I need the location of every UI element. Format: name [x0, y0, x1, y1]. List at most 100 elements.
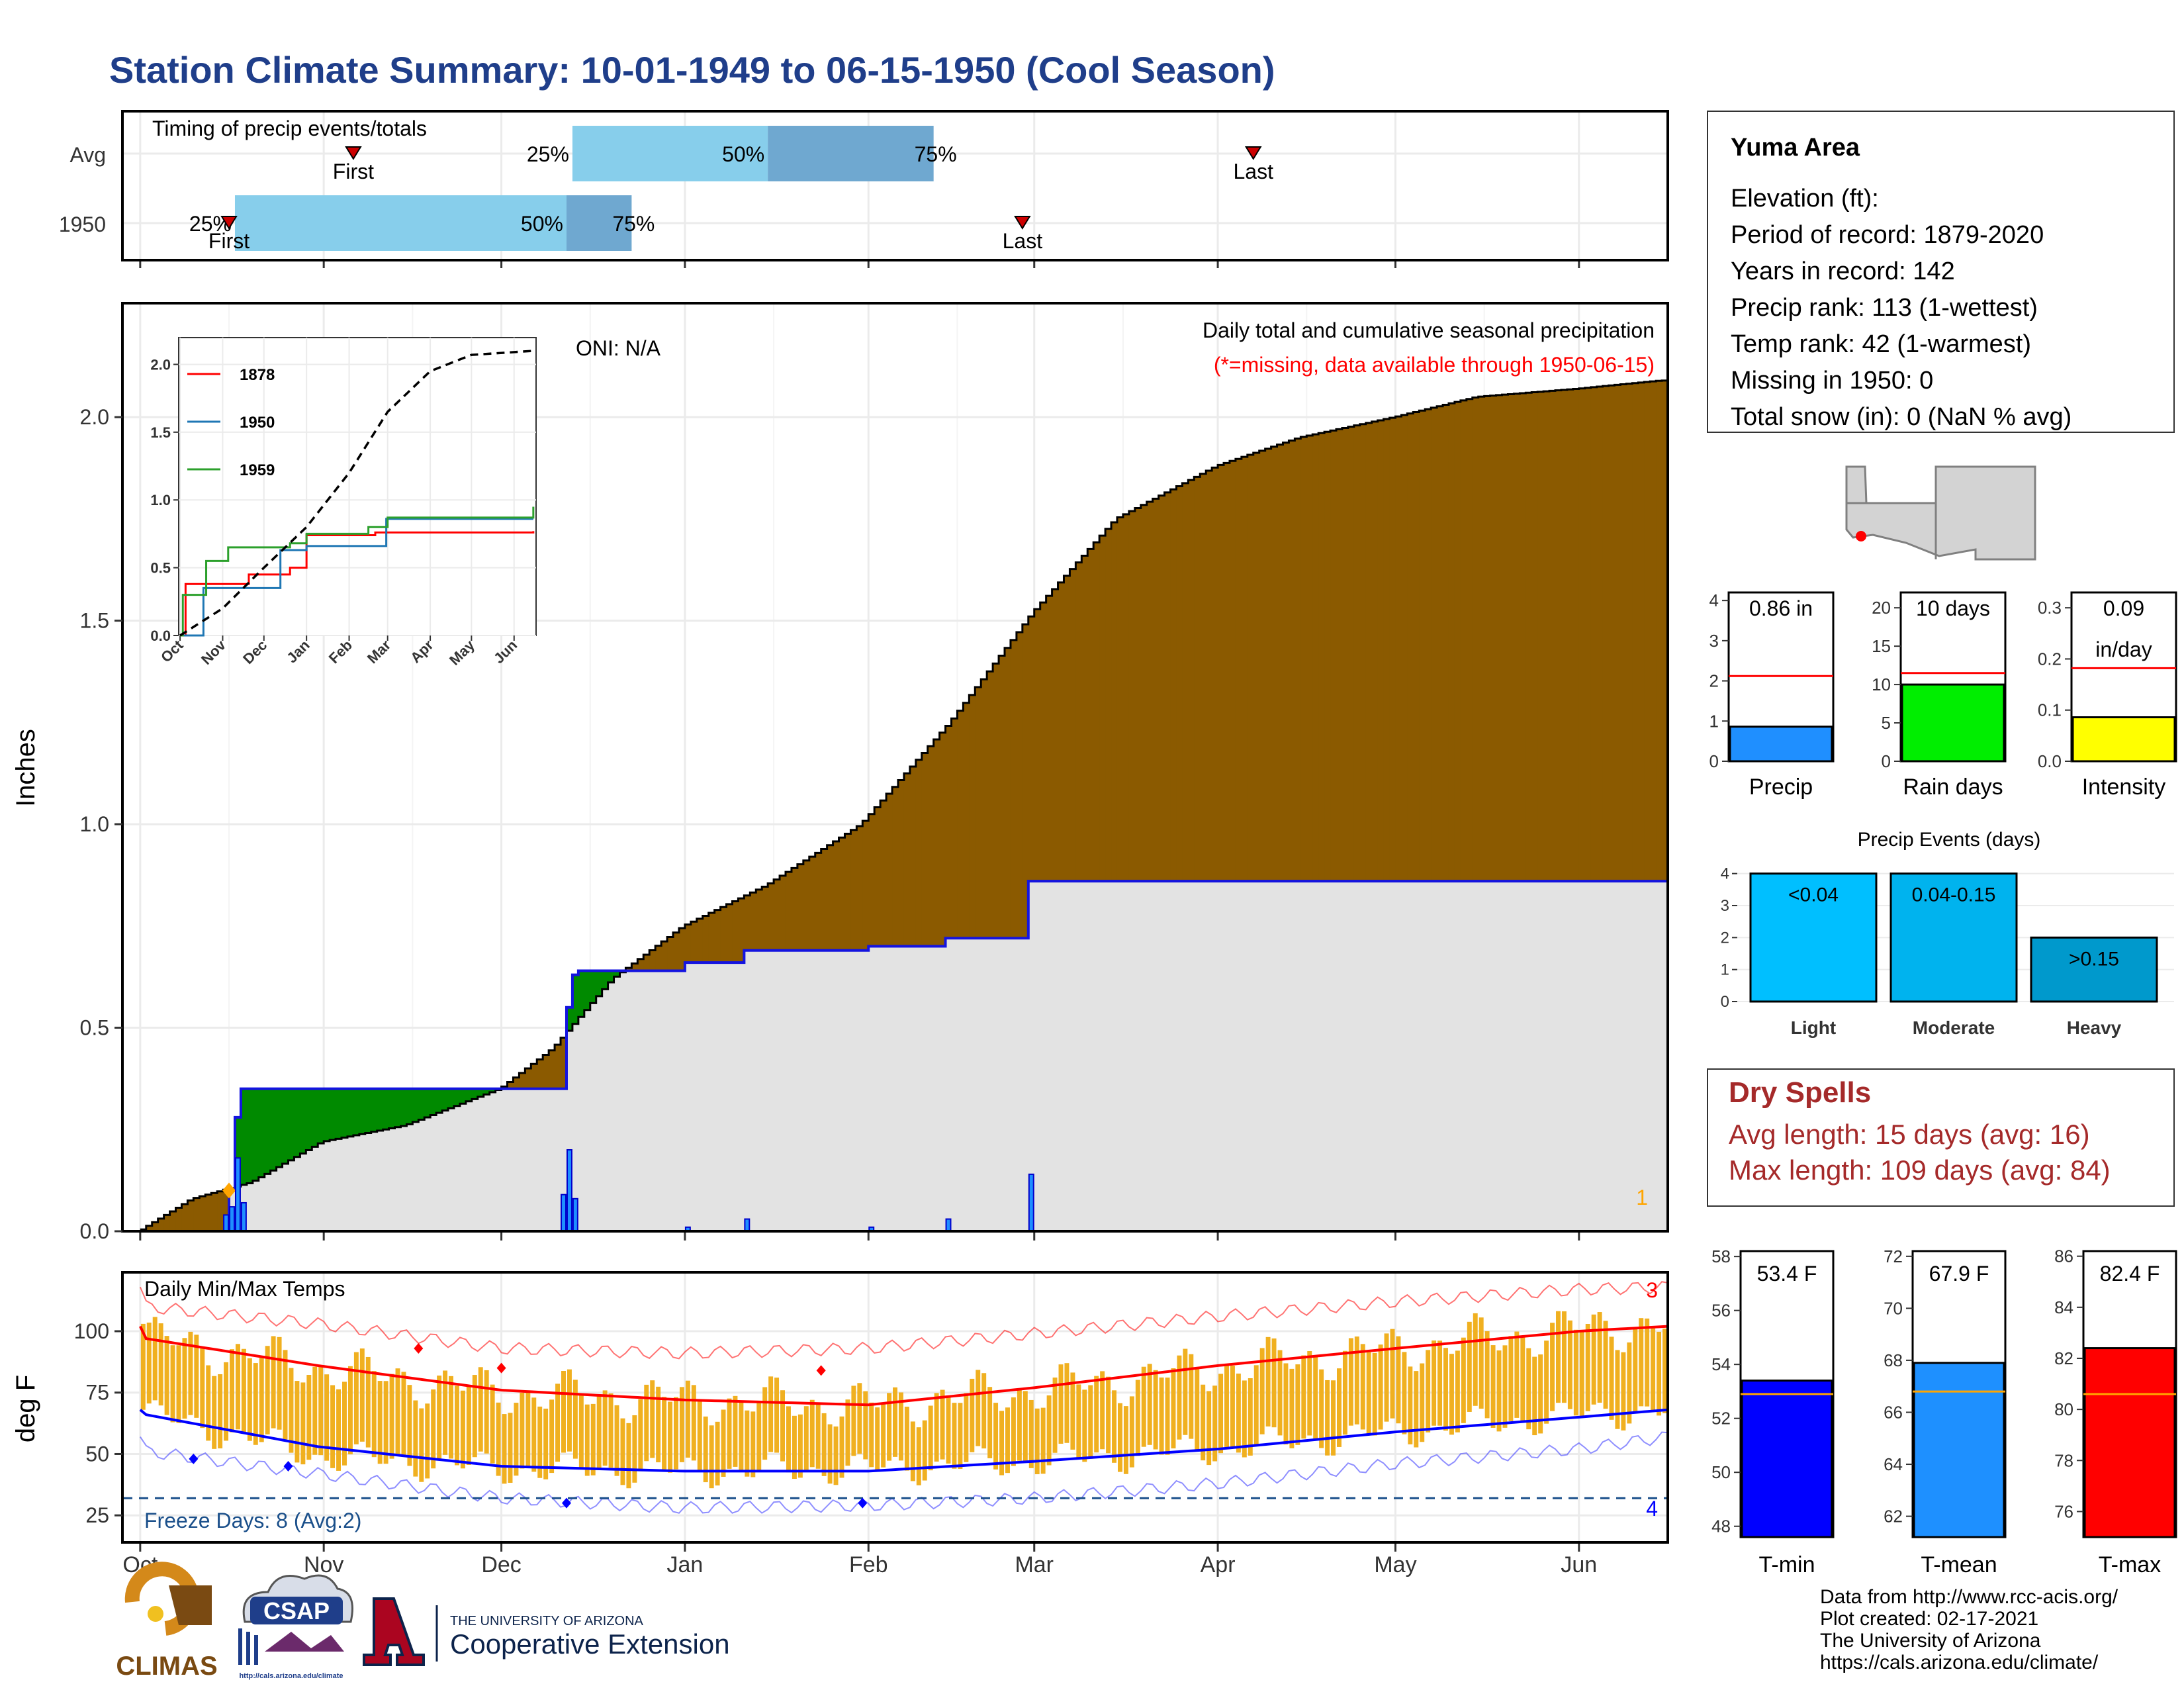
daily-temp-bar [1117, 1403, 1122, 1472]
deficit-area-segment [1046, 596, 1053, 882]
daily-temp-bar [1591, 1314, 1596, 1405]
temp-bar-tick-label: 48 [1711, 1517, 1731, 1536]
timing-1950-p50-label: 50% [521, 212, 563, 236]
temp-panel-title: Daily Min/Max Temps [144, 1277, 345, 1301]
daily-temp-bar [312, 1366, 318, 1455]
timing-1950-first-marker [220, 216, 238, 230]
daily-precip-bar [566, 1149, 572, 1233]
inset-series-1950 [180, 518, 533, 637]
daily-temp-bar [1420, 1363, 1425, 1442]
surplus-area-segment [602, 970, 609, 990]
deficit-area-segment [1259, 450, 1266, 882]
daily-temp-bar [934, 1393, 939, 1462]
daily-temp-bar [449, 1376, 453, 1459]
surplus-area-segment [377, 1088, 384, 1131]
deficit-area-segment [844, 833, 851, 951]
daily-temp-bar [928, 1405, 933, 1471]
deficit-area-segment [1152, 498, 1160, 882]
inset-legend-label: 1878 [240, 366, 275, 384]
timing-avg-p25-label: 25% [527, 142, 569, 166]
deficit-area-segment [903, 773, 911, 947]
deficit-area-segment [1347, 426, 1355, 882]
daily-temp-bar [797, 1414, 803, 1478]
surplus-area-segment [489, 1088, 496, 1092]
mini-bar-value [2071, 716, 2176, 763]
deficit-area-segment [744, 895, 751, 951]
daily-temp-bar [626, 1423, 631, 1489]
daily-precip-bar [561, 1194, 567, 1232]
daily-temp-bar [578, 1394, 584, 1470]
deficit-area-segment [211, 1193, 218, 1231]
events-bar-label: >0.15 [2069, 948, 2119, 970]
temp-bar-value [2083, 1347, 2176, 1538]
temp-panel: 25 50 75 100 deg F Daily Min/Max Temps Free… [11, 1271, 1669, 1577]
daily-temp-bar [525, 1390, 531, 1468]
deficit-area-segment [1034, 609, 1041, 882]
deficit-area-segment [1140, 504, 1148, 882]
daily-temp-bar [271, 1336, 276, 1429]
surplus-area-segment [365, 1088, 372, 1133]
deficit-area-segment [957, 710, 964, 939]
daily-temp-bar [200, 1348, 205, 1429]
deficit-area-segment [969, 694, 976, 939]
deficit-area-segment [1502, 395, 1508, 882]
deficit-area-segment [768, 883, 774, 951]
daily-precip-bar [572, 1197, 578, 1232]
temp-content [123, 1281, 1668, 1514]
events-y-tick-label: 1 [1721, 961, 1729, 979]
daily-temp-bar [407, 1385, 412, 1466]
deficit-area-segment [915, 759, 923, 947]
daily-temp-bar [1088, 1385, 1093, 1459]
deficit-area-segment [856, 825, 863, 951]
deficit-area-segment [1265, 448, 1272, 882]
daily-temp-bar [922, 1420, 927, 1481]
daily-temp-bar [1579, 1331, 1584, 1417]
deficit-area-segment [643, 955, 650, 971]
daily-temp-bar [1023, 1391, 1028, 1462]
temp-bar-tick-label: 52 [1711, 1409, 1731, 1429]
daily-temp-bar [774, 1378, 780, 1453]
deficit-area-segment [1466, 399, 1473, 882]
deficit-area-segment [1472, 397, 1479, 882]
timing-avg-last-label: Last [1234, 160, 1274, 183]
daily-temp-bar [206, 1365, 211, 1441]
daily-temp-bar [1342, 1350, 1347, 1435]
station-name: Yuma Area [1731, 134, 1860, 162]
daily-temp-bar [1106, 1376, 1111, 1454]
precip-events-chart: Precip Events (days) 0 1 2 3 4 <0.04 Light 0.04… [1721, 829, 2174, 1038]
deficit-area-segment [939, 732, 946, 947]
precip-border [121, 302, 1669, 1233]
daily-temp-bar [259, 1358, 264, 1442]
mini-bar-value [1729, 726, 1833, 763]
daily-temp-bar [620, 1418, 625, 1485]
daily-temp-bar [1378, 1344, 1383, 1430]
inset-y-tick-label: 1.5 [150, 424, 171, 441]
daily-temp-bar [650, 1380, 655, 1458]
daily-temp-bar [490, 1384, 495, 1464]
daily-temp-bar [283, 1350, 288, 1440]
mini-bar-value [1901, 683, 2005, 763]
daily-temp-bar [851, 1385, 856, 1456]
deficit-area-segment [951, 718, 958, 939]
surplus-area-segment [465, 1088, 473, 1102]
daily-temp-bar [1307, 1350, 1312, 1436]
station-lines: Elevation (ft): Period of record: 1879-20… [1731, 185, 2071, 431]
daily-temp-bar [1076, 1384, 1081, 1458]
surplus-area-segment [276, 1088, 283, 1168]
surplus-area-segment [400, 1088, 407, 1127]
surplus-area-segment [270, 1088, 277, 1171]
deficit-area-segment [690, 921, 698, 963]
temp-bar-tick-label: 66 [1884, 1402, 1903, 1422]
deficit-area-segment [815, 853, 822, 951]
precip-y-ticks: 0.0 0.5 1.0 1.5 2.0 [80, 405, 122, 1243]
csap-logo-text: CSAP [263, 1597, 330, 1624]
mini-bar-value-label: 10 days [1916, 596, 1990, 620]
daily-temp-bar [389, 1374, 394, 1459]
average-max-line [139, 1325, 1668, 1407]
daily-temp-bar [940, 1389, 945, 1460]
deficit-area-segment [821, 849, 828, 951]
timing-avg-25-50-bar [572, 126, 768, 181]
daily-temp-bar [1248, 1378, 1253, 1456]
deficit-area-segment [1353, 425, 1361, 882]
